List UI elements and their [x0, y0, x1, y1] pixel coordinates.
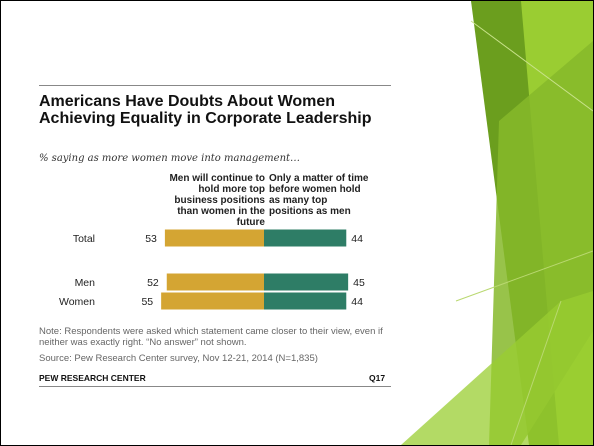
category-label-men: Men: [75, 277, 96, 289]
value-label-men-continue-women: 55: [141, 296, 153, 308]
decor-line-1: [470, 20, 593, 112]
bottom-rule: [39, 386, 391, 387]
value-label-matter-of-time-men: 45: [353, 277, 365, 289]
chart-source: Source: Pew Research Center survey, Nov …: [39, 353, 318, 364]
value-label-men-continue-total: 53: [145, 233, 157, 245]
value-label-matter-of-time-women: 44: [351, 296, 363, 308]
value-label-matter-of-time-total: 44: [351, 233, 363, 245]
bar-men-continue-women: [161, 292, 264, 310]
bar-matter-of-time-women: [264, 292, 347, 310]
legend-right-header: Only a matter of time before women hold …: [269, 173, 369, 217]
chart-note: Note: Respondents were asked which state…: [39, 326, 383, 348]
question-ref: Q17: [369, 373, 386, 383]
chart-subtitle: % saying as more women move into managem…: [39, 153, 301, 164]
value-label-men-continue-men: 52: [147, 277, 159, 289]
decor-line-3: [510, 300, 562, 445]
legend-left-header: Men will continue to hold more top busin…: [169, 173, 265, 228]
category-label-women: Women: [59, 296, 95, 308]
bar-men-continue-total: [164, 229, 264, 247]
category-label-total: Total: [73, 233, 95, 245]
bar-men-continue-men: [166, 273, 264, 291]
green-stripe-bottom: [401, 291, 593, 445]
top-rule: [39, 85, 391, 86]
chart-title: Americans Have Doubts About Women Achiev…: [39, 93, 372, 127]
bar-matter-of-time-total: [264, 229, 347, 247]
brand-label: PEW RESEARCH CENTER: [39, 373, 146, 383]
decor-line-2: [455, 250, 593, 302]
bar-matter-of-time-men: [264, 273, 349, 291]
